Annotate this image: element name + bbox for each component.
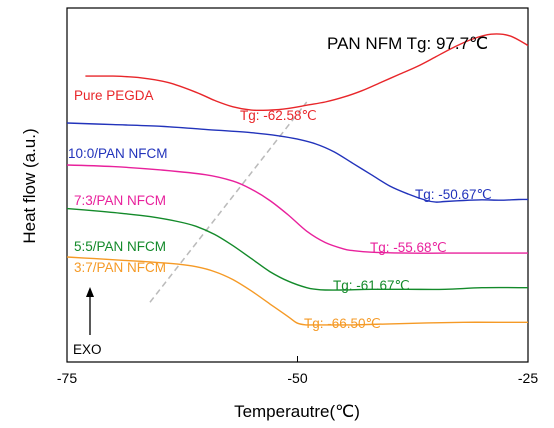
x-axis-label: Temperautre(℃) xyxy=(234,402,360,421)
tg-guide-line xyxy=(149,101,308,303)
series-label-3-7-pan-nfcm: 3:7/PAN NFCM xyxy=(74,260,166,275)
tg-label-pure-pegda: Tg: -62.58℃ xyxy=(240,108,317,123)
tg-label-5-5-pan-nfcm: Tg: -61.67℃ xyxy=(333,278,410,293)
series-line-3-7-pan-nfcm xyxy=(66,256,528,326)
plot-frame xyxy=(66,7,529,363)
tg-label-10-0-pan-nfcm: Tg: -50.67℃ xyxy=(415,187,492,202)
tg-label-3-7-pan-nfcm: Tg: -66.50℃ xyxy=(304,316,381,331)
labels-layer: Pure PEGDA Tg: -62.58℃ 10:0/PAN NFCM Tg: -5… xyxy=(68,88,492,331)
series-layer xyxy=(66,33,529,326)
series-line-5-5-pan-nfcm xyxy=(66,207,529,291)
series-label-7-3-pan-nfcm: 7:3/PAN NFCM xyxy=(74,193,166,208)
x-tick-label: -50 xyxy=(287,370,307,386)
series-line-7-3-pan-nfcm xyxy=(66,164,528,254)
series-label-10-0-pan-nfcm: 10:0/PAN NFCM xyxy=(68,146,168,161)
x-ticks: -75 -50 -25 xyxy=(57,356,538,386)
x-tick-label: -75 xyxy=(57,370,77,386)
exo-arrow-head xyxy=(86,287,94,297)
y-axis-label: Heat flow (a.u.) xyxy=(20,128,39,243)
series-line-10-0-pan-nfcm xyxy=(66,122,529,203)
pan-nfm-tg-annotation: PAN NFM Tg: 97.7℃ xyxy=(327,34,488,53)
series-line-pure-pegda xyxy=(85,33,529,112)
tg-label-7-3-pan-nfcm: Tg: -55.68℃ xyxy=(370,240,447,255)
exo-arrow: EXO xyxy=(73,287,102,357)
series-label-pure-pegda: Pure PEGDA xyxy=(74,88,154,103)
guide-layer xyxy=(149,101,308,303)
exo-label: EXO xyxy=(73,342,102,357)
x-tick-label: -25 xyxy=(518,370,538,386)
series-label-5-5-pan-nfcm: 5:5/PAN NFCM xyxy=(74,239,166,254)
